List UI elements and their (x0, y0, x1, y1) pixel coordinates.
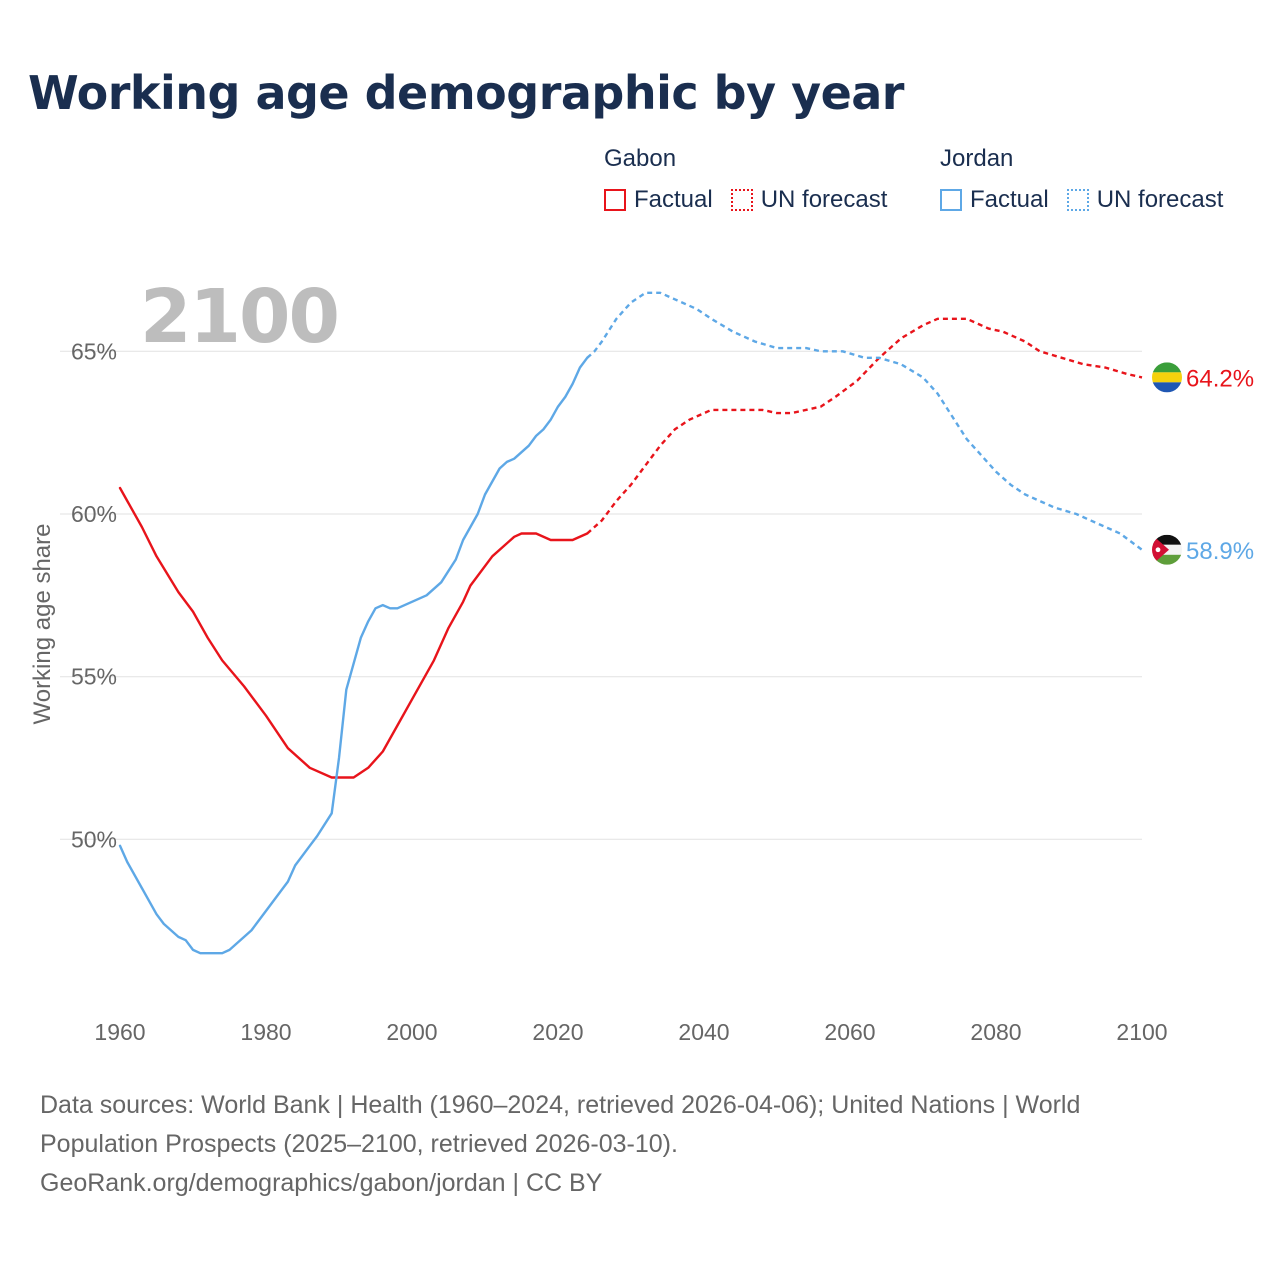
gabon-flag-icon (1152, 362, 1182, 393)
legend-gabon-name: Gabon (604, 145, 677, 172)
legend-gabon-factual[interactable]: Factual (604, 186, 713, 214)
legend-jordan-forecast-label: UN forecast (1096, 186, 1224, 213)
page-title: Working age demographic by year (28, 66, 905, 120)
y-axis-label: Working age share (29, 524, 56, 725)
legend-jordan-name: Jordan (940, 145, 1014, 172)
y-tick-label: 65% (71, 338, 117, 364)
jordan-flag-icon (1152, 534, 1182, 565)
legend-jordan: Jordan Factual UN forecast (940, 144, 1241, 214)
legend-jordan-factual[interactable]: Factual (940, 186, 1049, 214)
footer-line-2: Population Prospects (2025–2100, retriev… (40, 1130, 678, 1158)
legend-gabon-factual-label: Factual (634, 186, 713, 213)
jordan-forecast-line (586, 291, 1143, 551)
y-tick-label: 50% (71, 826, 117, 852)
legend-jordan-forecast-swatch (1066, 189, 1089, 211)
gabon-factual-line (118, 486, 589, 779)
x-tick-label: 2060 (824, 1019, 875, 1045)
series-layer (118, 291, 1143, 955)
legend-jordan-factual-label: Factual (970, 186, 1049, 213)
y-tick-label: 60% (71, 501, 117, 527)
gabon-end-label: 64.2% (1186, 365, 1254, 392)
gabon-forecast-line (586, 317, 1143, 535)
legend-gabon-forecast[interactable]: UN forecast (730, 186, 888, 214)
marker-layer: 64.2% 58.9% (1152, 362, 1254, 565)
x-tick-label: 2000 (386, 1019, 437, 1045)
year-watermark: 2100 (140, 274, 338, 360)
x-tick-label: 2100 (1116, 1019, 1167, 1045)
x-tick-label: 2020 (532, 1019, 583, 1045)
legend-gabon-forecast-label: UN forecast (760, 186, 888, 213)
grid-layer: 50% 55% 60% 65% 1960 1980 2000 2020 2040 2060 2080… (60, 338, 1168, 1045)
legend-gabon-forecast-swatch (730, 189, 753, 211)
legend-jordan-factual-swatch (940, 189, 962, 211)
footer: Data sources: World Bank | Health (1960–… (40, 1086, 1240, 1203)
footer-line-3: GeoRank.org/demographics/gabon/jordan | … (40, 1169, 603, 1197)
x-tick-label: 1980 (240, 1019, 291, 1045)
jordan-factual-line (118, 356, 589, 955)
x-tick-label: 2080 (970, 1019, 1021, 1045)
x-tick-label: 2040 (678, 1019, 729, 1045)
legend-jordan-forecast[interactable]: UN forecast (1066, 186, 1224, 214)
legend-gabon-factual-swatch (604, 189, 626, 211)
y-tick-label: 55% (71, 664, 117, 690)
x-tick-label: 1960 (94, 1019, 145, 1045)
jordan-end-label: 58.9% (1186, 538, 1254, 565)
footer-line-1: Data sources: World Bank | Health (1960–… (40, 1091, 1081, 1119)
legend-gabon: Gabon Factual UN forecast (604, 144, 905, 214)
